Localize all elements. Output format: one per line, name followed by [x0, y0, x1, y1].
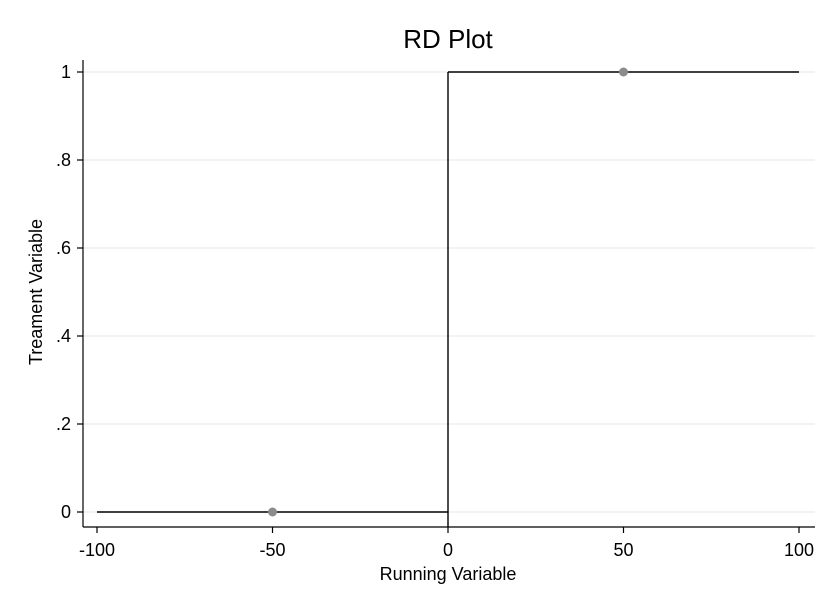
bin-point	[268, 507, 277, 517]
data-points	[268, 67, 628, 517]
x-axis-label: Running Variable	[380, 564, 517, 584]
y-tick-label: 1	[61, 62, 71, 82]
grid-lines	[83, 71, 815, 513]
chart-title: RD Plot	[403, 24, 493, 54]
bin-point	[619, 67, 628, 77]
y-tick-label: .2	[56, 414, 71, 434]
fit-lines	[97, 71, 799, 527]
tick-labels: 0 .2 .4 .6 .8 1 -100 -50 0 50 100	[56, 62, 814, 560]
axes	[77, 60, 815, 533]
y-tick-label: 0	[61, 502, 71, 522]
y-tick-label: .6	[56, 238, 71, 258]
y-tick-label: .8	[56, 150, 71, 170]
x-tick-label: -50	[259, 540, 285, 560]
y-tick-label: .4	[56, 326, 71, 346]
x-tick-label: 100	[784, 540, 814, 560]
x-tick-label: -100	[79, 540, 115, 560]
y-axis-label: Treament Variable	[26, 219, 46, 365]
x-tick-label: 50	[613, 540, 633, 560]
x-tick-label: 0	[443, 540, 453, 560]
